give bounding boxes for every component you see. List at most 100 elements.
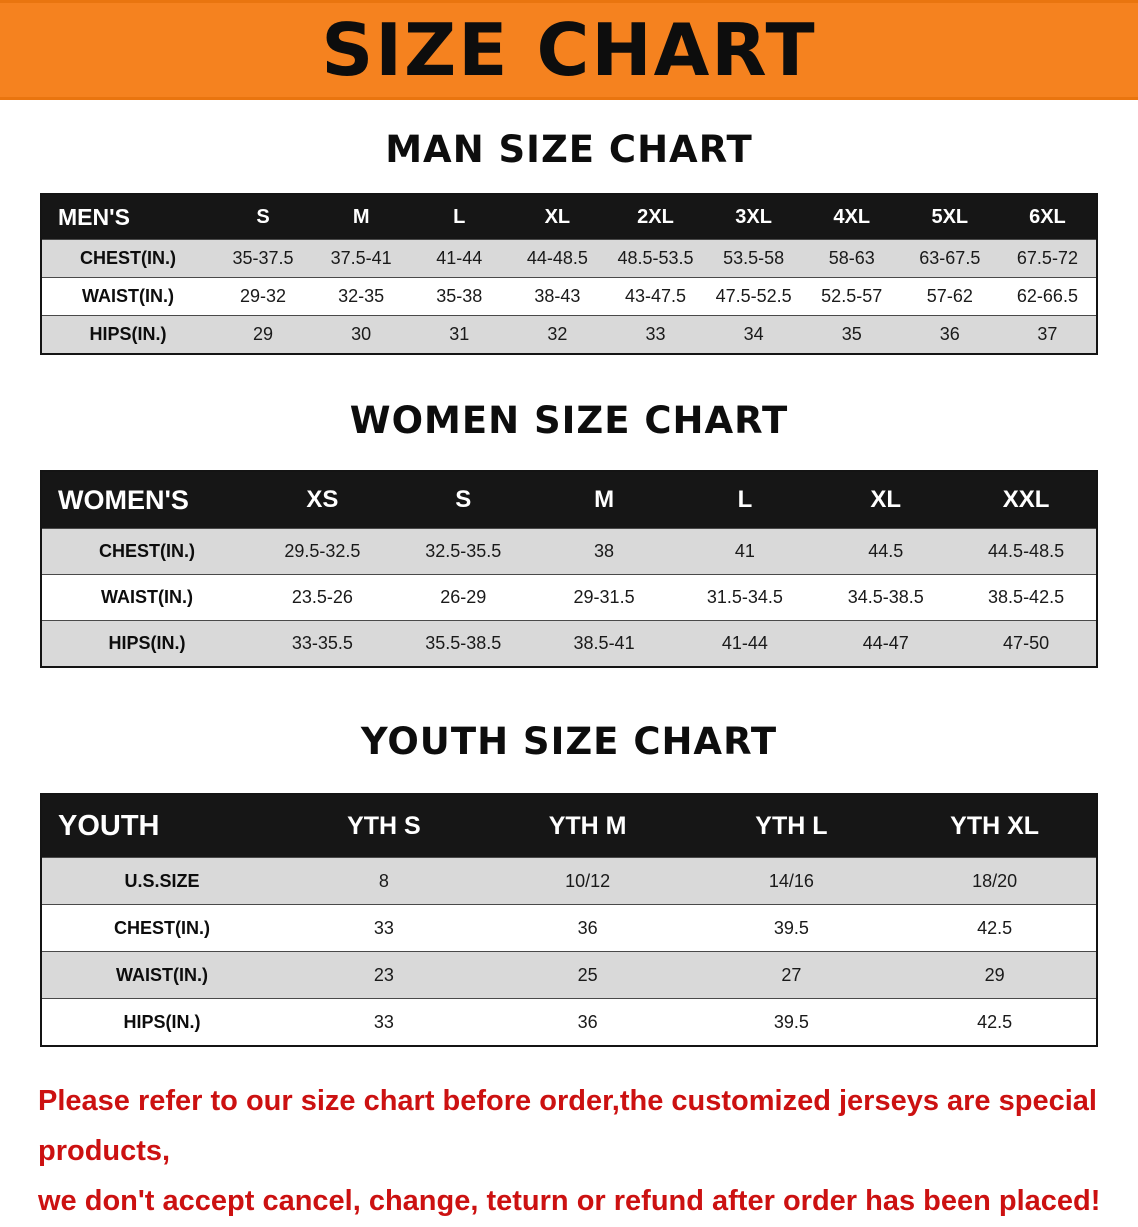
men-section-heading: MAN SIZE CHART	[385, 128, 753, 171]
size-value-cell: 29.5-32.5	[284, 541, 361, 561]
size-column-header: 6XL	[998, 194, 1097, 240]
size-column-header: S	[214, 194, 313, 240]
size-column-header: XS	[252, 471, 393, 529]
size-value-cell: 35.5-38.5	[425, 633, 502, 653]
size-column-header: XL	[508, 194, 607, 240]
size-value-cell: 8	[378, 870, 389, 891]
size-value-cell: 38.5-42.5	[988, 587, 1065, 607]
size-column-header: 3XL	[704, 194, 803, 240]
size-value-cell: 33	[373, 1011, 394, 1032]
size-value-cell: 36	[939, 324, 960, 344]
size-value-cell: 26-29	[440, 587, 487, 607]
measurement-row: HIPS(IN.) 33-35.5 35.5-38.5 38.5-41 41-44 44-…	[41, 620, 1097, 667]
row-label: HIPS(IN.)	[123, 1011, 201, 1032]
measurement-row: HIPS(IN.) 33 36 39.5 42.5	[41, 998, 1097, 1046]
size-value-cell: 29-31.5	[573, 587, 635, 607]
title-banner: SIZE CHART	[0, 0, 1138, 100]
size-value-cell: 36	[577, 1011, 598, 1032]
size-value-cell: 47.5-52.5	[715, 286, 792, 306]
table-title-cell: MEN'S	[41, 194, 214, 240]
disclaimer-line-1: Please refer to our size chart before or…	[38, 1085, 1097, 1167]
row-label: CHEST(IN.)	[80, 248, 176, 268]
size-value-cell: 38	[594, 541, 615, 561]
row-label: WAIST(IN.)	[82, 286, 174, 306]
size-value-cell: 33	[645, 324, 666, 344]
size-value-cell: 29-32	[240, 286, 287, 306]
size-value-cell: 10/12	[565, 870, 611, 891]
size-value-cell: 48.5-53.5	[617, 248, 694, 268]
size-value-cell: 29	[253, 324, 274, 344]
measurement-row: WAIST(IN.) 23 25 27 29	[41, 951, 1097, 999]
size-column-header: L	[410, 194, 509, 240]
size-value-cell: 25	[577, 964, 598, 985]
page-title: SIZE CHART	[321, 8, 817, 92]
size-value-cell: 44-48.5	[526, 248, 588, 268]
measurement-row: HIPS(IN.) 29 30 31 32 33 34 35 36 37	[41, 315, 1097, 354]
size-value-cell: 31	[449, 324, 470, 344]
size-value-cell: 44-47	[862, 633, 909, 653]
table-title-cell: YOUTH	[41, 794, 282, 858]
measurement-row: CHEST(IN.) 35-37.5 37.5-41 41-44 44-48.5 48.5…	[41, 239, 1097, 278]
measurement-row: CHEST(IN.) 33 36 39.5 42.5	[41, 904, 1097, 952]
youth-size-section: YOUTH SIZE CHART YOUTH YTH S YTH M YTH L YTH…	[0, 668, 1138, 1047]
size-column-header: YTH S	[282, 794, 486, 858]
size-value-cell: 30	[351, 324, 372, 344]
size-column-header: XL	[815, 471, 957, 529]
measurement-row: U.S.SIZE 8 10/12 14/16 18/20	[41, 857, 1097, 905]
size-value-cell: 47-50	[1003, 633, 1050, 653]
size-column-header: 5XL	[900, 194, 999, 240]
size-value-cell: 44.5-48.5	[988, 541, 1065, 561]
measurement-row: WAIST(IN.) 23.5-26 26-29 29-31.5 31.5-34.5 34…	[41, 574, 1097, 621]
size-value-cell: 41-44	[721, 633, 768, 653]
men-size-section: MAN SIZE CHART MEN'S S M L XL 2XL 3XL 4XL 5XL 6XL…	[0, 100, 1138, 355]
size-value-cell: 53.5-58	[723, 248, 785, 268]
size-value-cell: 44.5	[868, 541, 904, 561]
row-label: HIPS(IN.)	[108, 633, 186, 653]
size-value-cell: 32-35	[338, 286, 385, 306]
women-size-section: WOMEN SIZE CHART WOMEN'S XS S M L XL XXL CHEST(…	[0, 355, 1138, 668]
size-value-cell: 18/20	[972, 870, 1018, 891]
size-value-cell: 23	[373, 964, 394, 985]
size-value-cell: 41-44	[436, 248, 483, 268]
row-label: WAIST(IN.)	[116, 964, 208, 985]
size-value-cell: 35-37.5	[232, 248, 294, 268]
size-column-header: YTH L	[689, 794, 894, 858]
size-value-cell: 43-47.5	[624, 286, 687, 306]
table-header-row: MEN'S S M L XL 2XL 3XL 4XL 5XL 6XL	[41, 194, 1097, 240]
size-value-cell: 38.5-41	[573, 633, 635, 653]
size-column-header: M	[312, 194, 411, 240]
size-value-cell: 41	[734, 541, 755, 561]
size-value-cell: 27	[781, 964, 802, 985]
size-value-cell: 39.5	[773, 1011, 809, 1032]
men-size-table: MEN'S S M L XL 2XL 3XL 4XL 5XL 6XL CHEST(IN.) 35-37…	[40, 193, 1098, 355]
size-column-header: M	[533, 471, 675, 529]
size-column-header: YTH XL	[893, 794, 1097, 858]
size-value-cell: 33	[373, 917, 394, 938]
size-value-cell: 31.5-34.5	[706, 587, 783, 607]
measurement-row: WAIST(IN.) 29-32 32-35 35-38 38-43 43-47.5 47.…	[41, 277, 1097, 316]
disclaimer-note: Please refer to our size chart before or…	[38, 1077, 1108, 1227]
row-label: CHEST(IN.)	[99, 541, 195, 561]
size-value-cell: 39.5	[773, 917, 809, 938]
size-value-cell: 14/16	[768, 870, 814, 891]
size-column-header: 4XL	[802, 194, 901, 240]
row-label: U.S.SIZE	[124, 870, 200, 891]
size-value-cell: 57-62	[926, 286, 973, 306]
size-value-cell: 37.5-41	[330, 248, 392, 268]
size-column-header: YTH M	[485, 794, 690, 858]
table-header-row: YOUTH YTH S YTH M YTH L YTH XL	[41, 794, 1097, 858]
size-value-cell: 42.5	[977, 1011, 1013, 1032]
row-label: WAIST(IN.)	[101, 587, 193, 607]
size-value-cell: 33-35.5	[291, 633, 353, 653]
size-value-cell: 37	[1037, 324, 1058, 344]
youth-size-table: YOUTH YTH S YTH M YTH L YTH XL U.S.SIZE 8 10/12…	[40, 793, 1098, 1047]
size-column-header: S	[392, 471, 534, 529]
size-value-cell: 42.5	[977, 917, 1013, 938]
row-label: CHEST(IN.)	[114, 917, 210, 938]
size-value-cell: 67.5-72	[1016, 248, 1078, 268]
women-section-heading: WOMEN SIZE CHART	[349, 399, 789, 442]
size-value-cell: 35	[841, 324, 862, 344]
size-value-cell: 29	[984, 964, 1005, 985]
size-value-cell: 58-63	[828, 248, 875, 268]
size-value-cell: 34.5-38.5	[847, 587, 924, 607]
